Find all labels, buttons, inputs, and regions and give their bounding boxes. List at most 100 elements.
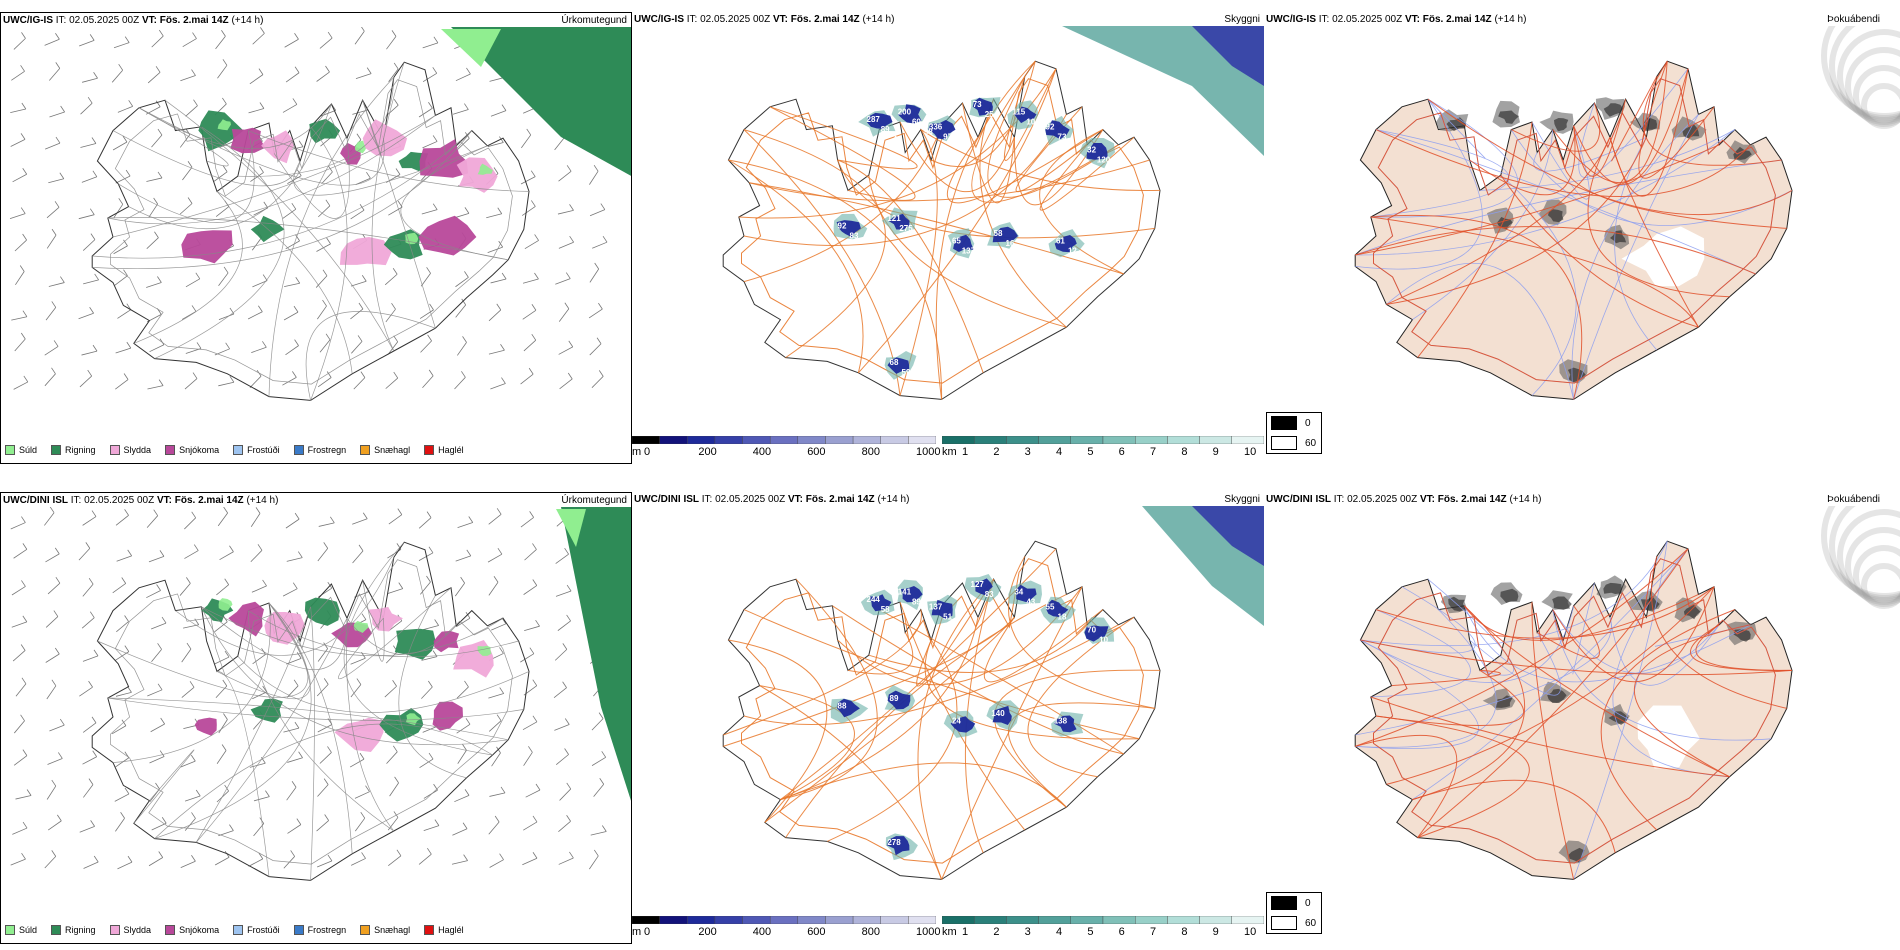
visibility-label: 92 (838, 221, 847, 230)
panel-title: UWC/DINI ISL IT: 02.05.2025 00Z VT: Fös.… (634, 494, 910, 505)
legend-item: Frostúði (231, 925, 282, 935)
colorbar-tick-label: 6 (1118, 446, 1125, 458)
legend-swatch (165, 925, 176, 935)
visibility-label: 70 (1087, 625, 1096, 634)
fog-legend-row2: 0 60 (1266, 892, 1322, 934)
visibility-label: 43 (1026, 597, 1035, 606)
terrain-bar (632, 436, 936, 444)
visibility-label: 61 (1056, 237, 1065, 246)
colorbar-tick-label: 5 (1087, 926, 1094, 938)
legend-label: Frostúði (247, 445, 280, 455)
visibility-label: 92 (1046, 123, 1055, 132)
visibility-label: 34 (1014, 587, 1023, 596)
panel-name: Þokuábendi (1827, 494, 1880, 505)
road-network (92, 62, 530, 401)
colorbar-segment (1199, 916, 1233, 924)
visibility-label: 121 (887, 214, 901, 223)
legend-item: Haglél (422, 925, 466, 935)
colorbar-tick-label: 7 (1150, 446, 1157, 458)
legend-item: Snjókoma (163, 925, 221, 935)
legend-swatch (5, 445, 15, 455)
panel-title: UWC/DINI ISL IT: 02.05.2025 00Z VT: Fös.… (3, 495, 279, 506)
visibility-labels: 244 141 137 127 34 55 70 88 89 24 140 138 278 58 89 51 8… (838, 580, 1109, 847)
colorbar-segment (632, 436, 660, 444)
panel-name: Úrkomutegund (561, 495, 627, 506)
panel-title: UWC/DINI ISL IT: 02.05.2025 00Z VT: Fös.… (1266, 494, 1542, 505)
colorbar-tick-label: 5 (1087, 446, 1094, 458)
low-visibility-areas (833, 97, 1115, 380)
colorbar-tick-label: 9 (1212, 926, 1219, 938)
colorbar-tick-label: 400 (752, 446, 772, 458)
colorbar-tick-label: 8 (1181, 926, 1188, 938)
legend-swatch (233, 925, 244, 935)
visibility-label: 58 (994, 229, 1003, 238)
legend-swatch (51, 445, 62, 455)
colorbar-unit: m (632, 446, 642, 458)
visibility-label: 18 (1058, 613, 1067, 622)
colorbar-segment (1006, 436, 1039, 444)
legend-label: Rigning (65, 445, 96, 455)
visibility-label: 98 (924, 127, 933, 136)
colorbar-segment (714, 436, 743, 444)
colorbar-segment (1167, 436, 1200, 444)
panel-name: Skyggni (1224, 14, 1260, 25)
visibility-label: 25 (985, 110, 994, 119)
fog-legend-item: 0 (1267, 893, 1321, 913)
colorbar-segment (769, 436, 799, 444)
panel-title: UWC/IG-IS IT: 02.05.2025 00Z VT: Fös. 2.… (1266, 14, 1527, 25)
colorbar-tick-label: 4 (1056, 926, 1063, 938)
colorbar-tick-label: 10 (1244, 926, 1257, 938)
legend-item: Slydda (108, 445, 154, 455)
colorbar-unit: m (632, 926, 642, 938)
fog-legend-label: 60 (1305, 917, 1317, 929)
visibility-label: 51 (943, 613, 952, 622)
visibility-label: 89 (881, 125, 890, 134)
colorbar-tick-label: 1 (962, 926, 969, 938)
visibility-bar (942, 916, 1264, 924)
legend-swatch (424, 925, 435, 935)
colorbar-segment (942, 916, 975, 924)
legend-swatch (109, 925, 120, 935)
colorbar-tick-label: 600 (807, 926, 826, 938)
colorbar-segment (632, 916, 660, 924)
visibility-label: 10 (1099, 635, 1108, 644)
legend-item: Snæhagl (358, 925, 412, 935)
legend-swatch (360, 445, 371, 455)
legend-label: Snæhagl (374, 445, 411, 455)
wind-barbs (9, 27, 608, 390)
legend-item: Frostregn (292, 445, 349, 455)
colorbar-segment (974, 436, 1007, 444)
terrain-bar (632, 916, 936, 924)
visibility-label: 73 (1058, 133, 1067, 142)
fog-map (1354, 26, 1900, 400)
colorbar-segment (797, 436, 826, 444)
colorbar-tick-label: 0 (644, 926, 651, 938)
road-network (1355, 60, 1793, 400)
road-network (723, 548, 1161, 880)
visibility-label: 48 (893, 135, 902, 144)
colorbar-segment (1102, 436, 1136, 444)
visibility-label: 68 (890, 358, 899, 367)
visibility-label: 244 (867, 595, 881, 604)
visibility-label: 120 (1097, 155, 1111, 164)
visibility-label: 32 (1087, 145, 1096, 154)
legend-item: Súld (3, 925, 39, 935)
fog-index-panel-row1: UWC/IG-IS IT: 02.05.2025 00Z VT: Fös. 2.… (1264, 12, 1900, 464)
road-network (97, 541, 530, 881)
colorbar-tick-label: 1000 (916, 446, 941, 458)
colorbar-tick-label: 2 (993, 926, 1000, 938)
colorbar-tick-label: 0 (644, 446, 651, 458)
panel-name: Úrkomutegund (561, 15, 627, 26)
iceland-outline (91, 541, 530, 881)
legend-swatch (360, 925, 371, 935)
panel-title: UWC/IG-IS IT: 02.05.2025 00Z VT: Fös. 2.… (3, 15, 264, 26)
low-visibility-areas (830, 574, 1115, 861)
panel-title: UWC/IG-IS IT: 02.05.2025 00Z VT: Fös. 2.… (634, 14, 895, 25)
colorbar-segment (742, 916, 771, 924)
colorbar-segment (1231, 916, 1264, 924)
legend-swatch (51, 925, 62, 935)
legend-label: Slydda (123, 445, 152, 455)
colorbar-segment (1231, 436, 1264, 444)
visibility-label: 12 (1068, 247, 1077, 256)
panel-name: Skyggni (1224, 494, 1260, 505)
